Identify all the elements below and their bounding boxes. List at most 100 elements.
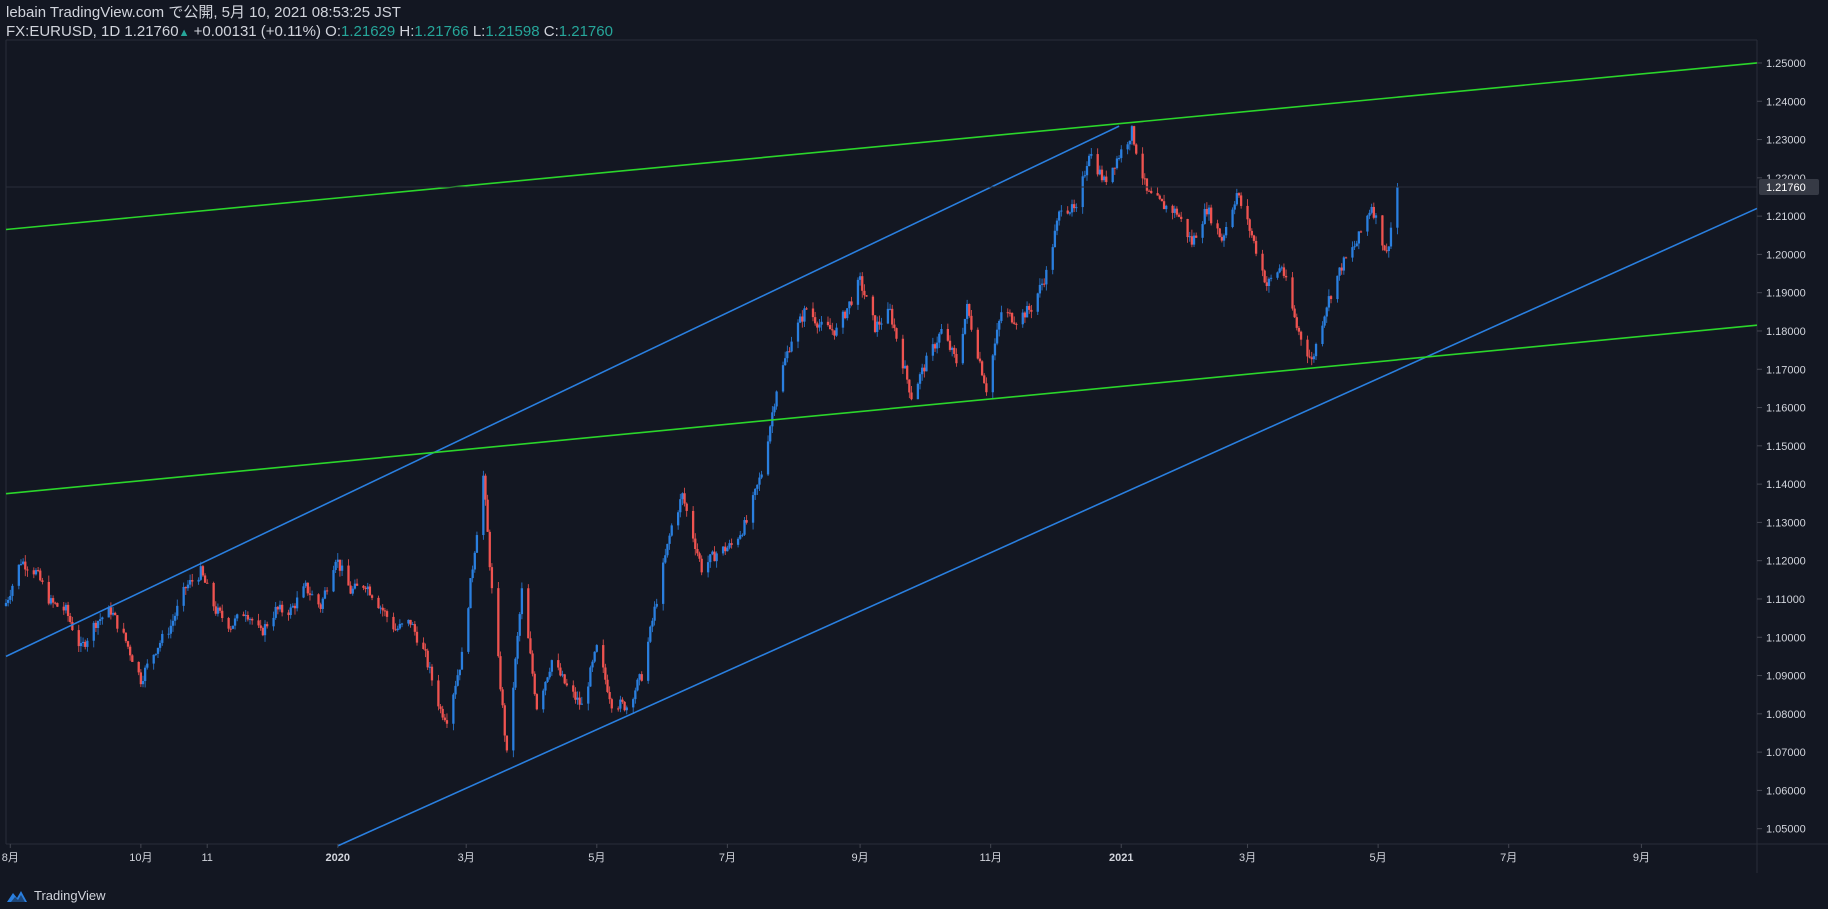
time-tick-label: 3月 [1239,852,1256,864]
candle-up [760,474,763,478]
up-arrow-icon: ▲ [178,27,190,39]
candle-up [398,623,402,629]
candle-down [953,347,956,355]
candle-up [353,583,357,589]
candle-up [1231,209,1234,227]
time-axis[interactable]: 8月 10月 11 2020 3月 5月 7月 9月 11月 2021 3月 5月 7月 9月 [2,844,1650,864]
candle-down [116,615,119,629]
price-tick-label: 1.13000 [1766,517,1806,529]
candle-down [394,629,397,631]
candle-up [1102,176,1106,181]
low-label: L: [472,23,486,40]
trend-line-blue[interactable] [337,207,1758,847]
candle-down [850,301,853,305]
candle-up [1098,169,1101,175]
candle-down [1248,219,1251,231]
close-value: 1.21760 [558,23,613,40]
candle-down [293,605,297,609]
candle-down [1205,208,1209,215]
candle-up [1058,211,1061,221]
price-tick-label: 1.06000 [1766,785,1806,797]
candle-up [1353,246,1356,248]
last-price-badge-label: 1.21760 [1766,182,1806,194]
candle-up [304,582,307,587]
time-tick-label: 7月 [1500,852,1517,864]
candle-down [201,566,205,576]
candle-up [49,598,53,604]
candle-up [1055,220,1059,231]
candle-down [946,328,950,341]
candle-up [796,322,800,342]
candle-up [589,667,592,687]
candle-up [580,703,583,705]
candle-down [424,649,427,651]
candle-down [691,510,695,539]
candle-up [711,551,714,555]
candle-down [871,296,875,316]
candle-up [1342,257,1346,271]
candle-down [816,323,819,328]
trend-line-blue[interactable] [5,125,1120,658]
candle-up [728,543,731,548]
candle-up [1051,247,1054,270]
candle-up [634,690,637,700]
candle-up [17,564,20,586]
trend-line-green[interactable] [5,62,1758,231]
candle-down [606,679,609,692]
tradingview-brand[interactable]: TradingView [6,888,106,903]
candle-up [158,642,162,648]
candle-up [1081,176,1084,208]
candle-down [218,607,222,611]
candle-up [1336,275,1339,300]
price-tick-label: 1.12000 [1766,556,1806,568]
candle-up [632,699,635,708]
candle-up [769,426,772,442]
candle-down [24,561,27,570]
candle-down [1381,215,1384,246]
candle-down [1010,312,1014,323]
candle-up [595,645,598,652]
candle-up [11,585,14,596]
price-tick-label: 1.24000 [1766,96,1806,108]
trend-line-green[interactable] [5,324,1758,495]
candle-down [1013,322,1016,324]
trend-lines[interactable] [5,62,1758,847]
candle-down [1143,178,1146,180]
candle-down [698,553,701,559]
candle-down [563,674,566,684]
candle-up [751,495,755,523]
time-tick-label: 2021 [1109,852,1133,864]
candle-up [655,603,658,607]
candle-up [903,365,907,369]
candle-down [227,618,230,629]
candle-up [216,607,220,614]
candle-up [542,690,545,710]
candle-down [891,308,894,325]
candle-down [1359,231,1363,233]
candle-down [828,325,832,330]
candle-up [715,553,718,562]
candle-down [811,308,815,318]
candle-down [1216,223,1219,229]
candle-up [156,647,160,654]
candle-up [272,617,275,627]
candle-down [362,585,365,588]
candle-down [1295,317,1298,328]
candle-down [1385,250,1388,252]
candle-up [561,674,564,676]
candle-down [1239,195,1243,206]
candle-down [381,607,384,611]
candle-up [471,569,474,579]
last-price: 1.21760 [124,23,179,40]
candle-down [831,329,834,331]
price-axis[interactable]: 1.250001.240001.230001.220001.210001.200… [1757,58,1806,836]
candle-down [426,650,429,668]
candle-down [865,295,868,297]
candle-down [490,567,494,589]
low-value: 1.21598 [485,23,540,40]
candle-up [64,604,68,611]
candle-down [527,588,530,639]
candle-up [758,477,761,485]
candle-up [231,625,235,629]
